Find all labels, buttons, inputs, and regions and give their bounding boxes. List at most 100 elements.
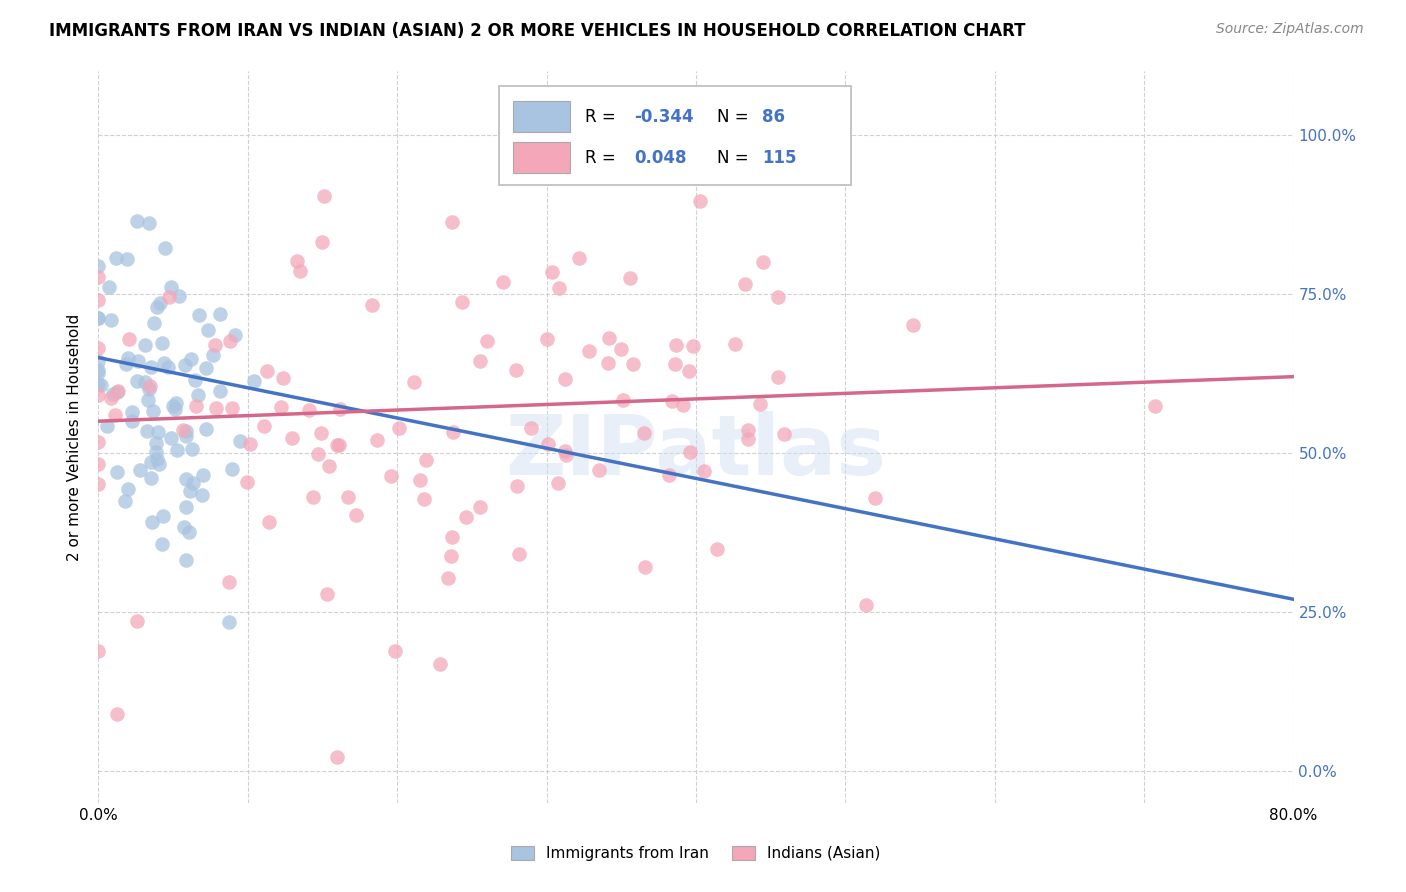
- Point: [141, 359, 163, 374]
- Point: [672, 398, 695, 412]
- Point: [344, 508, 367, 523]
- Point: [187, 387, 209, 401]
- Point: [134, 375, 156, 389]
- Point: [138, 216, 160, 230]
- Point: [413, 491, 436, 506]
- Point: [96, 419, 118, 434]
- Point: [135, 424, 157, 438]
- Point: [174, 472, 197, 486]
- Point: [567, 251, 589, 265]
- Point: [165, 396, 187, 410]
- Point: [437, 571, 460, 585]
- Point: [734, 277, 756, 291]
- Point: [259, 515, 281, 529]
- Text: -0.344: -0.344: [634, 108, 693, 126]
- Point: [664, 358, 686, 372]
- Point: [118, 333, 141, 347]
- Point: [87, 366, 110, 380]
- Y-axis label: 2 or more Vehicles in Household: 2 or more Vehicles in Household: [67, 313, 83, 561]
- Point: [193, 468, 215, 483]
- Point: [174, 500, 197, 515]
- Point: [228, 434, 250, 448]
- Point: [865, 491, 887, 505]
- Point: [451, 295, 474, 310]
- Point: [903, 318, 925, 332]
- Point: [219, 334, 242, 348]
- Point: [633, 425, 655, 440]
- Point: [236, 475, 259, 490]
- Point: [468, 500, 491, 515]
- Point: [658, 468, 681, 483]
- Point: [142, 317, 165, 331]
- Point: [752, 254, 775, 268]
- Point: [311, 426, 333, 441]
- Point: [1144, 399, 1167, 413]
- Point: [87, 643, 110, 657]
- Point: [409, 473, 432, 487]
- Point: [125, 214, 148, 228]
- Point: [146, 425, 169, 440]
- Point: [179, 525, 201, 540]
- Point: [360, 298, 382, 312]
- Point: [141, 403, 163, 417]
- Point: [218, 615, 240, 629]
- Point: [329, 402, 352, 417]
- Point: [749, 397, 772, 411]
- Point: [665, 338, 688, 352]
- Point: [139, 471, 162, 485]
- Point: [179, 484, 201, 499]
- Point: [388, 421, 411, 435]
- Point: [505, 363, 527, 377]
- Point: [146, 452, 169, 467]
- Point: [724, 337, 747, 351]
- Point: [290, 264, 312, 278]
- Point: [197, 323, 219, 337]
- Point: [150, 536, 173, 550]
- Point: [148, 458, 170, 472]
- Point: [152, 508, 174, 523]
- FancyBboxPatch shape: [513, 102, 571, 132]
- Legend: Immigrants from Iran, Indians (Asian): Immigrants from Iran, Indians (Asian): [512, 846, 880, 861]
- Point: [554, 443, 576, 458]
- Point: [100, 391, 122, 405]
- Point: [190, 488, 212, 502]
- Point: [128, 462, 150, 476]
- Point: [181, 442, 204, 456]
- Point: [201, 348, 224, 362]
- Point: [209, 307, 232, 321]
- Point: [138, 382, 160, 396]
- Point: [173, 520, 195, 534]
- Point: [159, 431, 181, 445]
- Point: [139, 378, 162, 392]
- Point: [195, 422, 218, 436]
- Point: [693, 465, 716, 479]
- Point: [555, 448, 578, 462]
- Point: [172, 423, 194, 437]
- Text: Source: ZipAtlas.com: Source: ZipAtlas.com: [1216, 22, 1364, 37]
- Text: N =: N =: [717, 108, 755, 126]
- Point: [768, 370, 790, 384]
- Point: [429, 657, 451, 671]
- Text: 0.048: 0.048: [634, 149, 686, 167]
- Point: [205, 401, 228, 415]
- Point: [186, 399, 208, 413]
- Point: [188, 309, 211, 323]
- Point: [536, 332, 558, 346]
- Point: [454, 510, 477, 524]
- Point: [773, 426, 796, 441]
- Point: [149, 296, 172, 310]
- Point: [150, 335, 173, 350]
- Point: [87, 270, 110, 285]
- Point: [314, 189, 336, 203]
- Point: [440, 215, 463, 229]
- Text: IMMIGRANTS FROM IRAN VS INDIAN (ASIAN) 2 OR MORE VEHICLES IN HOUSEHOLD CORRELATI: IMMIGRANTS FROM IRAN VS INDIAN (ASIAN) 2…: [49, 22, 1026, 40]
- Point: [180, 351, 202, 366]
- Point: [537, 436, 560, 450]
- Text: 115: 115: [762, 149, 796, 167]
- Point: [506, 479, 529, 493]
- Point: [101, 387, 124, 401]
- Point: [194, 360, 217, 375]
- Point: [554, 372, 576, 386]
- Point: [384, 644, 406, 658]
- Point: [271, 371, 294, 385]
